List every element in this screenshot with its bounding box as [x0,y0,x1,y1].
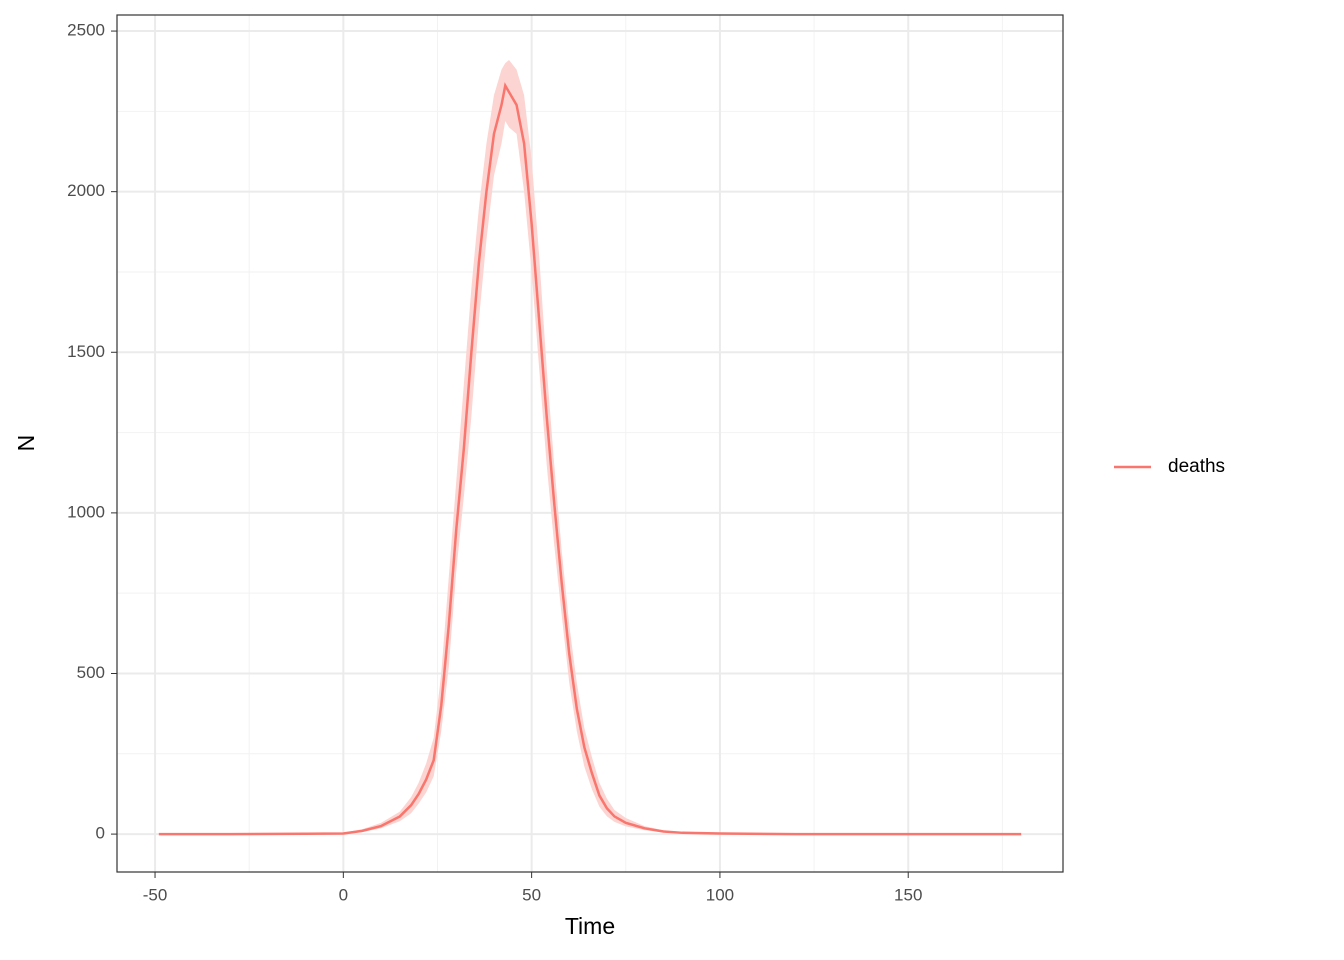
line [158,82,1022,836]
x-tick-label: 100 [706,885,734,904]
x-tick-label: -50 [143,885,168,904]
y-tick-label: 2000 [67,181,105,200]
x-tick-label: 0 [339,885,348,904]
y-tick-label: 1500 [67,342,105,361]
y-axis-title: N [13,435,39,452]
y-tick-label: 1000 [67,502,105,521]
y-tick-label: 0 [96,824,105,843]
x-axis-title: Time [565,913,615,939]
x-tick-label: 50 [522,885,541,904]
legend-label: deaths [1168,456,1225,477]
y-tick-label: 2500 [67,21,105,40]
panel [117,15,1063,872]
x-tick-label: 150 [894,885,922,904]
y-tick-label: 500 [77,663,105,682]
panel-border [116,14,1064,873]
